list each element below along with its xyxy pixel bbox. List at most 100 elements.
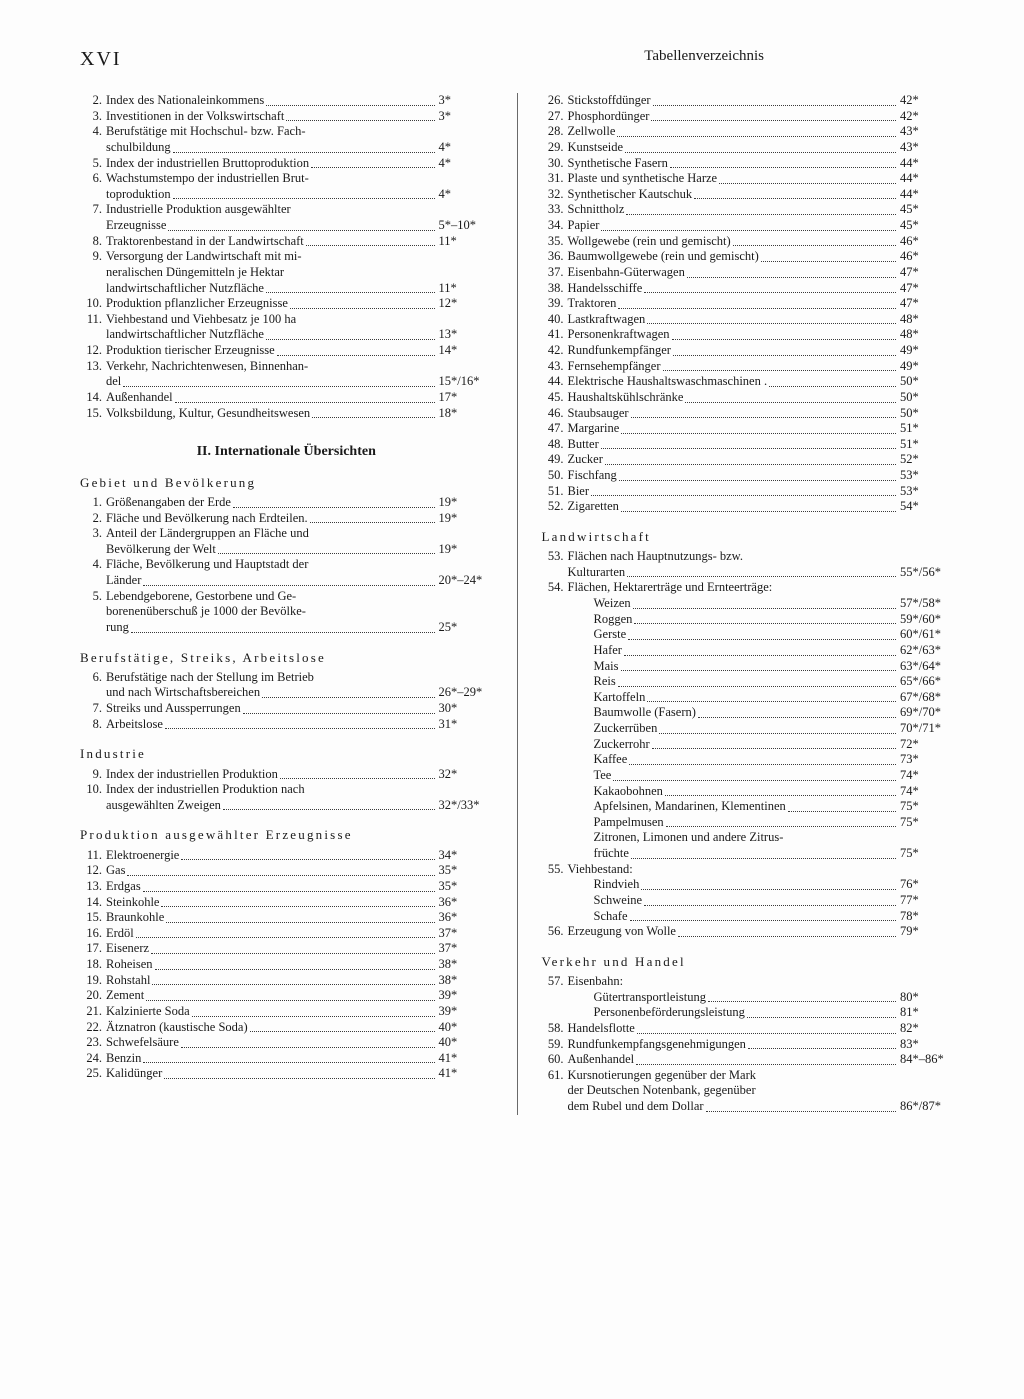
toc-entry: 20.Zement39*	[80, 988, 493, 1004]
toc-entry: 2.Index des Nationaleinkommens3*	[80, 93, 493, 109]
toc-entry: 11.Elektroenergie34*	[80, 848, 493, 864]
toc-entry: 37.Eisenbahn-Güterwagen47*	[542, 265, 955, 281]
toc-entry: 10.Index der industriellen Produktion na…	[80, 782, 493, 798]
toc-entry: 9.Index der industriellen Produktion32*	[80, 767, 493, 783]
toc-entry: 17.Eisenerz37*	[80, 941, 493, 957]
page-number: XVI	[80, 48, 122, 71]
toc-entry: Kakaobohnen74*	[542, 784, 955, 800]
section-title: II. Internationale Übersichten	[80, 443, 493, 461]
toc-entry: 10.Produktion pflanzlicher Erzeugnisse12…	[80, 296, 493, 312]
toc-entry: Kulturarten55*/56*	[542, 565, 955, 581]
toc-entry: 3.Investitionen in der Volkswirtschaft3*	[80, 109, 493, 125]
toc-entry: Kaffee73*	[542, 752, 955, 768]
toc-entry: Schafe78*	[542, 909, 955, 925]
toc-entry: 56.Erzeugung von Wolle79*	[542, 924, 955, 940]
toc-entry: 14.Außenhandel17*	[80, 390, 493, 406]
toc-entry: 55.Viehbestand:	[542, 862, 955, 878]
toc-entry: 32.Synthetischer Kautschuk44*	[542, 187, 955, 203]
toc-entry: 30.Synthetische Fasern44*	[542, 156, 955, 172]
toc-entry: 35.Wollgewebe (rein und gemischt)46*	[542, 234, 955, 250]
toc-entry: 44.Elektrische Haushaltswaschmaschinen .…	[542, 374, 955, 390]
toc-entry: Personenbeförderungsleistung81*	[542, 1005, 955, 1021]
toc-entry: 6.Wachstumstempo der industriellen Brut-	[80, 171, 493, 187]
section-subhead: Landwirtschaft	[542, 529, 955, 545]
toc-entry: landwirtschaftlicher Nutzfläche11*	[80, 281, 493, 297]
toc-entry: del15*/16*	[80, 374, 493, 390]
toc-entry: landwirtschaftlicher Nutzfläche13*	[80, 327, 493, 343]
toc-entry: 23.Schwefelsäure40*	[80, 1035, 493, 1051]
toc-entry: 36.Baumwollgewebe (rein und gemischt)46*	[542, 249, 955, 265]
toc-entry: 15.Volksbildung, Kultur, Gesundheitswese…	[80, 406, 493, 422]
toc-entry: Reis65*/66*	[542, 674, 955, 690]
header-title: Tabellenverzeichnis	[644, 48, 764, 71]
toc-entry: 33.Schnittholz45*	[542, 202, 955, 218]
toc-entry: und nach Wirtschaftsbereichen26*–29*	[80, 685, 493, 701]
toc-entry: toproduktion4*	[80, 187, 493, 203]
toc-entry: 12.Gas35*	[80, 863, 493, 879]
toc-entry: 47.Margarine51*	[542, 421, 955, 437]
toc-entry: Apfelsinen, Mandarinen, Klementinen75*	[542, 799, 955, 815]
toc-entry: 46.Staubsauger50*	[542, 406, 955, 422]
toc-entry: 12.Produktion tierischer Erzeugnisse14*	[80, 343, 493, 359]
toc-entry: 14.Steinkohle36*	[80, 895, 493, 911]
toc-entry: Tee74*	[542, 768, 955, 784]
toc-entry: 3.Anteil der Ländergruppen an Fläche und	[80, 526, 493, 542]
toc-entry: 45.Haushaltskühlschränke50*	[542, 390, 955, 406]
toc-entry: 19.Rohstahl38*	[80, 973, 493, 989]
toc-entry: 31.Plaste und synthetische Harze44*	[542, 171, 955, 187]
toc-entry: 59.Rundfunkempfangsgenehmigungen83*	[542, 1037, 955, 1053]
toc-entry: 60.Außenhandel84*–86*	[542, 1052, 955, 1068]
toc-entry: 29.Kunstseide43*	[542, 140, 955, 156]
toc-entry: 41.Personenkraftwagen48*	[542, 327, 955, 343]
toc-entry: ausgewählten Zweigen32*/33*	[80, 798, 493, 814]
section-subhead: Verkehr und Handel	[542, 954, 955, 970]
toc-entry: 13.Verkehr, Nachrichtenwesen, Binnenhan-	[80, 359, 493, 375]
toc-entry: 40.Lastkraftwagen48*	[542, 312, 955, 328]
toc-entry: 57.Eisenbahn:	[542, 974, 955, 990]
toc-entry: 27.Phosphordünger42*	[542, 109, 955, 125]
toc-entry: dem Rubel und dem Dollar86*/87*	[542, 1099, 955, 1115]
toc-entry: 4.Berufstätige mit Hochschul- bzw. Fach-	[80, 124, 493, 140]
toc-entry: 50.Fischfang53*	[542, 468, 955, 484]
toc-entry: 24.Benzin41*	[80, 1051, 493, 1067]
toc-entry: Länder20*–24*	[80, 573, 493, 589]
toc-entry: 9.Versorgung der Landwirtschaft mit mi-	[80, 249, 493, 265]
toc-entry: Bevölkerung der Welt19*	[80, 542, 493, 558]
section-subhead: Industrie	[80, 746, 493, 762]
toc-entry: 48.Butter51*	[542, 437, 955, 453]
toc-entry: 21.Kalzinierte Soda39*	[80, 1004, 493, 1020]
section-subhead: Gebiet und Bevölkerung	[80, 475, 493, 491]
left-column: 2.Index des Nationaleinkommens3*3.Invest…	[80, 93, 493, 1115]
toc-entry: Mais63*/64*	[542, 659, 955, 675]
toc-entry: früchte75*	[542, 846, 955, 862]
toc-entry: 18.Roheisen38*	[80, 957, 493, 973]
toc-entry: rung25*	[80, 620, 493, 636]
toc-entry: Schweine77*	[542, 893, 955, 909]
toc-entry: Gerste60*/61*	[542, 627, 955, 643]
toc-entry: 49.Zucker52*	[542, 452, 955, 468]
toc-entry: Gütertransportleistung80*	[542, 990, 955, 1006]
toc-entry: 53.Flächen nach Hauptnutzungs- bzw.	[542, 549, 955, 565]
toc-entry: 8.Traktorenbestand in der Landwirtschaft…	[80, 234, 493, 250]
toc-entry: borenenüberschuß je 1000 der Bevölke-	[80, 604, 493, 620]
toc-entry: 34.Papier45*	[542, 218, 955, 234]
two-column-layout: 2.Index des Nationaleinkommens3*3.Invest…	[80, 93, 954, 1115]
toc-entry: 6.Berufstätige nach der Stellung im Betr…	[80, 670, 493, 686]
toc-entry: Zuckerrüben70*/71*	[542, 721, 955, 737]
toc-entry: Pampelmusen75*	[542, 815, 955, 831]
toc-entry: neralischen Düngemitteln je Hektar	[80, 265, 493, 281]
toc-entry: Kartoffeln67*/68*	[542, 690, 955, 706]
toc-entry: Zuckerrohr72*	[542, 737, 955, 753]
toc-entry: 54.Flächen, Hektarerträge und Ernteerträ…	[542, 580, 955, 596]
toc-entry: 22.Ätznatron (kaustische Soda)40*	[80, 1020, 493, 1036]
toc-entry: 61.Kursnotierungen gegenüber der Mark	[542, 1068, 955, 1084]
toc-entry: 42.Rundfunkempfänger49*	[542, 343, 955, 359]
toc-entry: 51.Bier53*	[542, 484, 955, 500]
toc-entry: 13.Erdgas35*	[80, 879, 493, 895]
toc-entry: 5.Index der industriellen Bruttoprodukti…	[80, 156, 493, 172]
section-subhead: Produktion ausgewählter Erzeugnisse	[80, 827, 493, 843]
toc-entry: 58.Handelsflotte82*	[542, 1021, 955, 1037]
toc-entry: der Deutschen Notenbank, gegenüber	[542, 1083, 955, 1099]
toc-entry: Weizen57*/58*	[542, 596, 955, 612]
toc-entry: 4.Fläche, Bevölkerung und Hauptstadt der	[80, 557, 493, 573]
